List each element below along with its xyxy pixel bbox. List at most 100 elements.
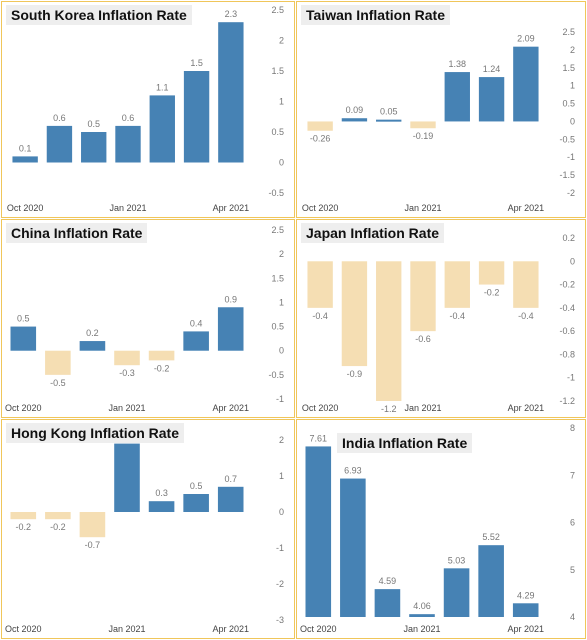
y-tick-label: 8 [570,423,575,433]
x-tick-label: Jan 2021 [108,403,145,413]
chart-south-korea: 2.5 2 1.5 1 0.5 0 -0.5 0.1 0.6 0.5 0.6 1.1 1.5 2.3 Oct… [7,5,284,213]
x-tick-label: Oct 2020 [5,403,42,413]
y-tick-label: -2 [276,579,284,589]
bar-value-label: 5.03 [448,555,466,565]
bar-value-label: -0.2 [16,522,32,532]
y-tick-label: 0.5 [562,99,575,109]
x-tick-label: Jan 2021 [404,403,441,413]
y-tick-label: 1.5 [271,273,284,283]
y-tick-label: 0 [279,346,284,356]
y-tick-label: 1 [279,471,284,481]
y-tick-label: 6 [570,518,575,528]
x-tick-label: Apr 2021 [212,403,249,413]
y-tick-label: -0.8 [559,349,575,359]
bar [341,261,368,367]
y-tick-label: -1.5 [559,170,575,180]
bar-value-label: -0.2 [484,288,500,298]
chart-title: Hong Kong Inflation Rate [6,423,184,443]
y-tick-label: 2 [570,45,575,55]
bar-value-label: -0.7 [85,540,101,550]
bar [443,568,470,617]
y-tick-label: -2 [567,188,575,198]
bar [10,326,37,351]
y-tick-label: -1 [276,543,284,553]
bar-value-label: 0.3 [155,488,168,498]
bar-value-label: 6.93 [344,466,362,476]
bar-value-label: 1.5 [190,58,203,68]
bar [46,125,73,163]
bar [478,261,505,285]
y-tick-label: 2.5 [562,27,575,37]
y-tick-label: -0.6 [559,326,575,336]
bar [376,119,402,122]
bar [217,307,244,351]
bar [340,478,366,617]
bar [376,261,402,401]
bar [410,121,436,129]
bar [183,494,209,512]
y-tick-label: 2 [279,249,284,259]
y-tick-label: 1 [279,297,284,307]
bar [410,261,436,332]
bar [10,512,37,520]
bar-value-label: 2.09 [517,34,535,44]
y-tick-label: 2.5 [271,225,284,235]
bar-value-label: -0.2 [154,363,170,373]
bar [374,589,401,617]
bar-value-label: 0.05 [380,106,398,116]
x-tick-label: Apr 2021 [212,624,249,634]
chart-title: Taiwan Inflation Rate [301,5,450,25]
y-tick-label: 0.5 [271,127,284,137]
bar-value-label: -0.5 [50,378,66,388]
bar [478,77,505,122]
bar-value-label: -1.2 [381,404,397,414]
x-tick-label: Oct 2020 [302,403,339,413]
bar [149,95,175,163]
bar-value-label: 0.2 [86,328,99,338]
bar-value-label: 0.6 [122,113,135,123]
bar-value-label: 1.1 [156,82,169,92]
bar [217,486,244,512]
bar-value-label: -0.26 [310,134,331,144]
y-tick-label: -0.5 [559,134,575,144]
y-tick-label: 4 [570,612,575,622]
bar-value-label: 1.38 [449,59,467,69]
x-tick-label: Oct 2020 [300,624,337,634]
y-tick-label: 7 [570,470,575,480]
bar-value-label: -0.4 [312,311,328,321]
y-tick-label: 2 [279,435,284,445]
bar [307,121,333,131]
y-tick-label: -1 [567,152,575,162]
bar-value-label: 0.09 [346,105,364,115]
x-tick-label: Jan 2021 [109,203,146,213]
bar [183,331,209,351]
y-tick-label: 2.5 [271,5,284,15]
bar [12,156,38,163]
y-tick-label: 0 [570,256,575,266]
chart-taiwan: 2.5 2 1.5 1 0.5 0 -0.5 -1 -1.5 -2 -0.26 0.09 0.05 -0.… [302,27,575,213]
bar [148,350,175,361]
bar [341,118,368,122]
y-tick-label: 5 [570,565,575,575]
bar-value-label: -0.4 [518,311,534,321]
bar [512,603,539,617]
bar [115,125,141,163]
bar [513,46,539,122]
bar [218,22,244,163]
y-tick-label: 1.5 [562,63,575,73]
bar [79,341,106,351]
x-tick-label: Jan 2021 [403,624,440,634]
bar-value-label: -0.3 [119,368,135,378]
chart-panel-south-korea: 2.5 2 1.5 1 0.5 0 -0.5 0.1 0.6 0.5 0.6 1.1 1.5 2.3 Oct… [1,1,295,218]
chart-title: South Korea Inflation Rate [6,5,192,25]
chart-panel-taiwan: 2.5 2 1.5 1 0.5 0 -0.5 -1 -1.5 -2 -0.26 0.09 0.05 -0.… [296,1,586,218]
bar [409,614,435,617]
y-tick-label: -0.4 [559,303,575,313]
bar-value-label: -0.4 [450,311,466,321]
bar [444,72,470,122]
bar [114,350,140,366]
bar-value-label: 0.4 [190,318,203,328]
bar-value-label: 0.7 [224,474,237,484]
chart-title: China Inflation Rate [6,223,148,243]
bar-value-label: 7.61 [310,433,328,443]
